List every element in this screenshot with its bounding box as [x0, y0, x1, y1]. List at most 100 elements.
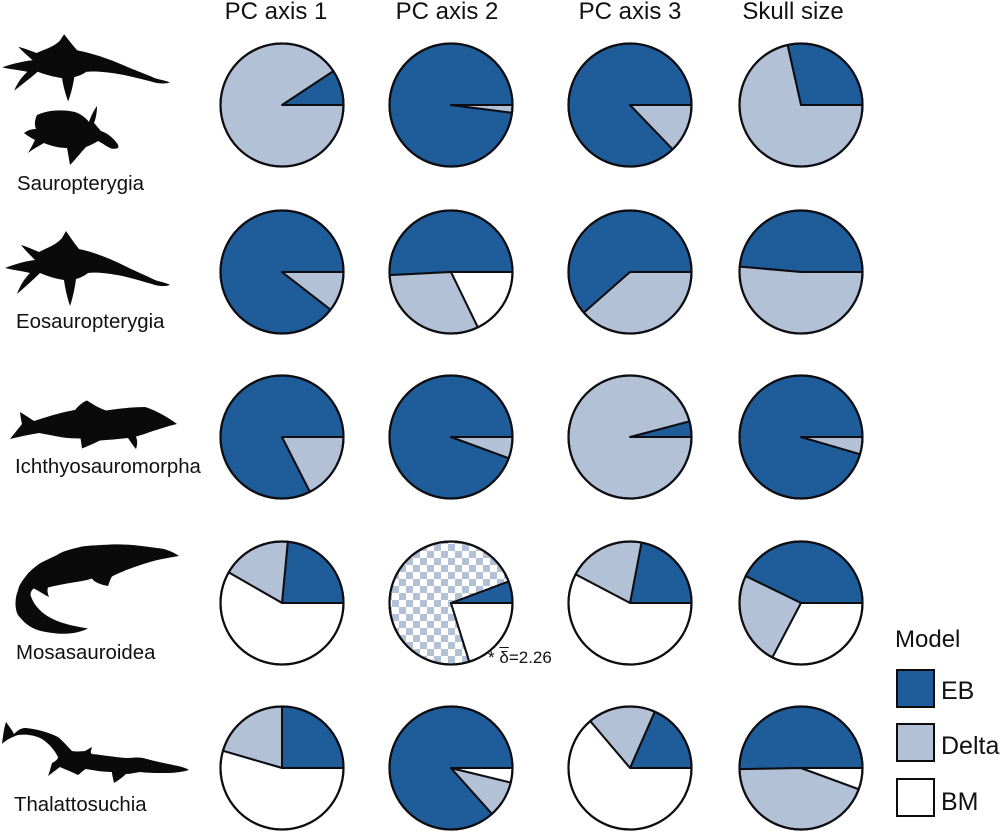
pie-outline — [738, 42, 864, 168]
pie-outline — [219, 209, 345, 335]
mosasaur-silhouette — [15, 544, 180, 639]
pie-thalattosuchia-pc-axis-3 — [564, 702, 696, 833]
pie-eosauropterygia-pc-axis-1 — [216, 206, 348, 343]
mosasaur-silhouette-path — [15, 544, 179, 634]
column-header-pc-axis-1: PC axis 1 — [224, 0, 328, 25]
pie-ichthyosauromorpha-skull-size — [735, 371, 867, 508]
pie-svg — [219, 705, 345, 831]
pie-outline — [388, 540, 514, 666]
legend-swatch-bm — [896, 778, 935, 817]
sea-turtle-silhouette — [23, 105, 119, 172]
legend-label-eb: EB — [941, 677, 975, 705]
pie-svg — [567, 42, 693, 168]
ichthyosaur-silhouette — [9, 400, 177, 455]
pie-svg — [219, 209, 345, 335]
legend-title: Model — [895, 626, 961, 653]
pie-ichthyosauromorpha-pc-axis-2 — [385, 371, 517, 508]
pie-svg — [388, 540, 514, 666]
pie-outline — [567, 540, 693, 666]
pie-svg — [738, 705, 864, 831]
pie-outline — [388, 705, 514, 831]
column-header-skull-size: Skull size — [742, 0, 844, 25]
pie-eosauropterygia-skull-size — [735, 206, 867, 343]
pie-outline — [567, 42, 693, 168]
pie-svg — [567, 209, 693, 335]
thalattosuchian-crocodylomorph-silhouette-svg — [2, 722, 189, 783]
pie-outline — [738, 374, 864, 500]
pie-svg — [219, 42, 345, 168]
pie-mosasauroidea-skull-size — [735, 537, 867, 674]
pie-slice-eb — [388, 209, 514, 277]
pie-svg — [388, 42, 514, 168]
ichthyosaur-silhouette-svg — [10, 400, 177, 449]
pie-thalattosuchia-pc-axis-2 — [385, 702, 517, 833]
pie-ichthyosauromorpha-pc-axis-3 — [564, 371, 696, 508]
pie-svg — [738, 209, 864, 335]
pie-mosasauroidea-pc-axis-3 — [564, 537, 696, 674]
delta-bar-glyph: δ — [499, 648, 509, 667]
legend-swatch-eb — [896, 669, 935, 708]
pie-outline — [219, 42, 345, 168]
pie-svg — [738, 374, 864, 500]
taxon-label-sauropterygia: Sauropterygia — [17, 173, 144, 195]
plesiosaur-silhouette-svg — [5, 231, 170, 306]
legend-label-delta: Delta — [941, 732, 1000, 760]
pie-thalattosuchia-skull-size — [735, 702, 867, 833]
pie-outline — [219, 540, 345, 666]
plesiosaur-silhouette — [2, 28, 171, 109]
plesiosaur-silhouette-svg — [2, 34, 170, 102]
pie-sauropterygia-pc-axis-1 — [216, 39, 348, 176]
pie-outline — [567, 209, 693, 335]
pie-outline — [738, 540, 864, 666]
legend-label-bm: BM — [941, 788, 979, 816]
pie-svg — [738, 540, 864, 666]
column-header-pc-axis-3: PC axis 3 — [578, 0, 682, 25]
pie-svg — [388, 705, 514, 831]
pie-outline — [567, 705, 693, 831]
pie-slice-eb — [738, 209, 864, 273]
thalattosuchian-crocodylomorph-silhouette-path — [2, 722, 189, 783]
pie-svg — [567, 374, 693, 500]
pie-sauropterygia-pc-axis-2 — [385, 39, 517, 176]
pie-eosauropterygia-pc-axis-3 — [564, 206, 696, 343]
plesiosaur-silhouette-path — [5, 231, 170, 306]
pie-slice-delta — [738, 265, 864, 335]
taxon-label-thalattosuchia: Thalattosuchia — [14, 794, 147, 816]
taxon-label-eosauropterygia: Eosauropterygia — [16, 311, 165, 333]
thalattosuchian-crocodylomorph-silhouette — [2, 721, 189, 788]
pie-mosasauroidea-pc-axis-2 — [385, 537, 517, 674]
annotation-delta-value: * δ=2.26 — [488, 648, 552, 667]
pie-outline — [738, 209, 864, 335]
taxon-label-ichthyosauromorpha: Ichthyosauromorpha — [15, 456, 201, 478]
pie-svg — [388, 374, 514, 500]
pie-ichthyosauromorpha-pc-axis-1 — [216, 371, 348, 508]
plesiosaur-silhouette-path — [2, 34, 170, 102]
pie-outline — [219, 705, 345, 831]
pie-outline — [388, 374, 514, 500]
pie-svg — [738, 42, 864, 168]
pie-thalattosuchia-pc-axis-1 — [216, 702, 348, 833]
ichthyosaur-silhouette-path — [10, 400, 177, 449]
pie-outline — [219, 374, 345, 500]
pie-svg — [388, 209, 514, 335]
pie-slice-eb — [738, 705, 864, 771]
pie-outline — [567, 374, 693, 500]
legend-swatch-delta — [896, 723, 935, 762]
sea-turtle-silhouette-path — [24, 106, 119, 165]
mosasaur-silhouette-svg — [15, 544, 179, 634]
pie-outline — [388, 209, 514, 335]
sea-turtle-silhouette-svg — [24, 106, 119, 165]
pie-eosauropterygia-pc-axis-2 — [385, 206, 517, 343]
pie-sauropterygia-pc-axis-3 — [564, 39, 696, 176]
pie-svg — [567, 705, 693, 831]
pie-outline — [738, 705, 864, 831]
column-header-pc-axis-2: PC axis 2 — [395, 0, 499, 25]
pie-svg — [219, 540, 345, 666]
plesiosaur-silhouette — [5, 224, 171, 314]
pie-svg — [567, 540, 693, 666]
pie-outline — [388, 42, 514, 168]
taxon-label-mosasauroidea: Mosasauroidea — [16, 642, 156, 664]
pie-mosasauroidea-pc-axis-1 — [216, 537, 348, 674]
pie-sauropterygia-skull-size — [735, 39, 867, 176]
